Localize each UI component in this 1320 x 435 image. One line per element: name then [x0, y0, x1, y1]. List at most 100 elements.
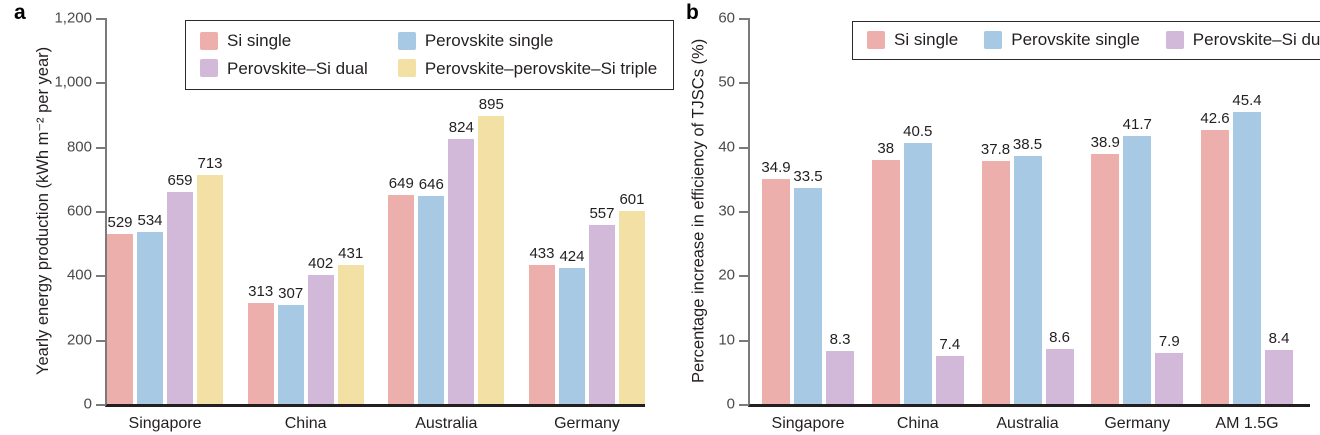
bar-group: 38 40.5 7.4 China — [871, 18, 964, 432]
bar: 45.4 — [1232, 93, 1262, 404]
bar-groups: 529 534 659 713 Singapore 313 307 402 431 China 64… — [107, 18, 645, 432]
category-label: Germany — [1104, 415, 1171, 432]
legend-item: Si single — [200, 31, 368, 51]
y-tick — [739, 275, 748, 278]
bar: 7.4 — [935, 337, 964, 404]
y-tick-label: 40 — [718, 138, 735, 156]
bar-value-label: 534 — [137, 212, 163, 230]
legend-label: Perovskite single — [1011, 30, 1140, 49]
bar-value-label: 38.9 — [1090, 133, 1120, 151]
category-label: Australia — [996, 415, 1059, 432]
y-tick-label: 0 — [726, 395, 735, 413]
bar: 433 — [528, 246, 555, 404]
y-tick — [96, 18, 105, 20]
bar: 42.6 — [1200, 111, 1230, 404]
y-tick — [739, 18, 748, 20]
bar-value-label: 8.3 — [829, 330, 851, 348]
panel-a: a Yearly energy production (kWh m⁻² per … — [14, 1, 675, 432]
y-tick-label: 20 — [718, 266, 735, 284]
category-label: Singapore — [128, 415, 202, 432]
bar-value-label: 646 — [418, 176, 444, 194]
y-tick-label: 50 — [718, 73, 735, 91]
legend-color-swatch — [397, 31, 416, 50]
legend-color-swatch — [200, 59, 218, 78]
y-tick — [739, 404, 748, 406]
bar: 895 — [478, 97, 505, 404]
y-tick — [739, 146, 748, 149]
bar: 37.8 — [981, 142, 1010, 404]
bar-value-label: 431 — [338, 245, 364, 263]
bar: 38.9 — [1091, 135, 1120, 404]
legend-color-swatch — [1165, 30, 1184, 49]
bar-value-label: 42.6 — [1200, 109, 1230, 127]
bar-value-label: 402 — [308, 254, 334, 272]
y-tick-label: 0 — [83, 395, 92, 413]
bar: 431 — [337, 246, 364, 404]
bar-group: 42.6 45.4 8.4 AM 1.5G — [1200, 18, 1293, 432]
panel-b: b Percentage increase in efficiency of T… — [660, 0, 1320, 435]
legend-label: Perovskite single — [424, 31, 554, 50]
category-label: Australia — [415, 415, 478, 432]
panel-b-legend: Si single Perovskite single Perovskite–Si … — [852, 21, 1320, 60]
bar: 713 — [197, 156, 223, 404]
bar-value-label: 313 — [248, 283, 274, 301]
y-tick — [96, 82, 105, 85]
legend-label: Perovskite–Si dual — [1192, 30, 1320, 49]
bar-group: 313 307 402 431 China — [247, 18, 364, 432]
y-tick-label: 200 — [66, 331, 92, 349]
panel-a-plot-area: 0 200 400 600 800 1,000 1,200 529 534 659 713 Singa… — [54, 11, 645, 432]
legend-label: Si single — [227, 31, 292, 50]
bar-group: 38.9 41.7 7.9 Germany — [1091, 18, 1184, 432]
legend-item: Si single — [867, 30, 958, 50]
legend-color-swatch — [200, 31, 218, 50]
panel-a-y-axis-label: Yearly energy production (kWh m⁻² per ye… — [34, 46, 52, 376]
y-tick-label: 1,200 — [54, 9, 92, 27]
bar-value-label: 7.4 — [939, 336, 961, 354]
bar-value-label: 557 — [589, 204, 615, 222]
bar: 8.3 — [826, 332, 854, 404]
bar-value-label: 649 — [388, 175, 414, 193]
bar: 659 — [167, 173, 193, 404]
bar: 33.5 — [793, 169, 823, 404]
bar: 8.4 — [1265, 331, 1293, 404]
y-tick-label: 60 — [718, 9, 735, 27]
bar-value-label: 307 — [278, 285, 304, 303]
y-tick-label: 30 — [718, 202, 735, 220]
bar-value-label: 7.9 — [1158, 333, 1180, 351]
bar-group: 37.8 38.5 8.6 Australia — [981, 18, 1074, 432]
y-tick-label: 400 — [66, 266, 92, 284]
bar-group: 433 424 557 601 Germany — [528, 18, 645, 432]
bar-group: 529 534 659 713 Singapore — [107, 18, 223, 432]
category-label: Singapore — [771, 415, 845, 432]
category-label: China — [896, 415, 939, 432]
bar-value-label: 713 — [197, 154, 223, 172]
bar-value-label: 824 — [448, 118, 474, 136]
bar-value-label: 38 — [877, 139, 895, 157]
bar: 41.7 — [1123, 117, 1152, 404]
bar: 34.9 — [761, 160, 791, 404]
bar-value-label: 33.5 — [793, 168, 823, 186]
bar-value-label: 8.4 — [1268, 329, 1290, 347]
panel-b-y-axis-label: Percentage increase in efficiency of TJS… — [689, 38, 708, 384]
legend-item: Perovskite single — [397, 31, 657, 51]
y-tick — [96, 275, 105, 278]
bar: 38 — [871, 141, 900, 404]
panel-a-legend: Si single Perovskite single Perovskite–Si … — [185, 20, 675, 91]
bar-value-label: 601 — [619, 190, 645, 208]
legend-item: Perovskite–Si dual — [200, 59, 368, 79]
bar-value-label: 895 — [478, 96, 504, 114]
bar: 38.5 — [1013, 137, 1042, 404]
y-tick — [739, 82, 748, 85]
legend-label: Si single — [894, 30, 959, 49]
legend-color-swatch — [867, 30, 885, 49]
bar: 7.9 — [1155, 334, 1184, 404]
category-label: AM 1.5G — [1215, 415, 1279, 432]
y-tick — [739, 339, 748, 342]
bar: 649 — [388, 176, 415, 404]
bar: 40.5 — [903, 124, 932, 404]
bar: 601 — [618, 192, 645, 404]
category-label: Germany — [554, 415, 620, 432]
bar: 646 — [418, 177, 445, 404]
y-tick — [96, 339, 105, 342]
bar: 8.6 — [1045, 330, 1074, 404]
